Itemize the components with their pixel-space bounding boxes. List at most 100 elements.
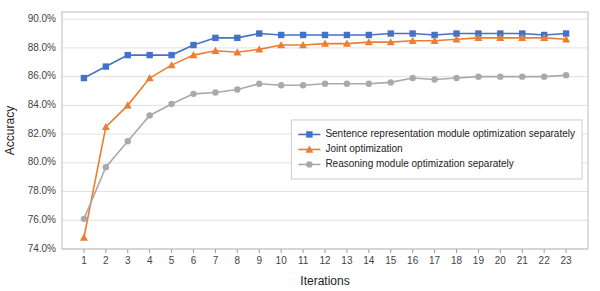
x-tick-label: 18	[451, 255, 463, 266]
point	[168, 52, 174, 58]
legend-marker	[306, 131, 312, 137]
x-tick	[368, 249, 369, 253]
y-tick-label: 84.0%	[28, 99, 56, 110]
point	[366, 81, 372, 87]
x-tick-label: 12	[319, 255, 331, 266]
x-tick-label: 15	[385, 255, 397, 266]
point	[453, 35, 461, 42]
point	[388, 79, 394, 85]
x-tick	[434, 249, 435, 253]
x-tick-label: 23	[561, 255, 573, 266]
x-tick-label: 21	[517, 255, 529, 266]
x-tick	[522, 249, 523, 253]
point	[278, 32, 284, 38]
legend-label: Joint optimization	[325, 143, 402, 154]
legend: Sentence representation module optimizat…	[291, 120, 582, 179]
point	[234, 35, 240, 41]
x-tick-label: 6	[191, 255, 197, 266]
point	[103, 63, 109, 69]
x-tick	[215, 249, 216, 253]
point	[562, 35, 570, 42]
point	[496, 34, 504, 41]
y-tick-label: 88.0%	[28, 42, 56, 53]
point	[80, 234, 88, 241]
x-tick	[478, 249, 479, 253]
x-tick-label: 14	[363, 255, 375, 266]
point	[409, 75, 415, 81]
point	[256, 30, 262, 36]
point	[81, 216, 87, 222]
x-tick	[390, 249, 391, 253]
point	[322, 81, 328, 87]
x-tick-label: 3	[125, 255, 131, 266]
point	[256, 81, 262, 87]
x-tick	[500, 249, 501, 253]
y-tick-label: 86.0%	[28, 70, 56, 81]
x-tick	[127, 249, 128, 253]
x-tick-label: 5	[169, 255, 175, 266]
legend-label: Sentence representation module optimizat…	[325, 128, 575, 139]
x-tick-label: 4	[147, 255, 153, 266]
point	[322, 32, 328, 38]
legend-marker	[305, 145, 313, 152]
y-tick-label: 76.0%	[28, 214, 56, 225]
point	[255, 45, 263, 52]
y-tick-label: 90.0%	[28, 13, 56, 24]
x-tick-label: 19	[473, 255, 485, 266]
point	[212, 35, 218, 41]
grid	[62, 19, 588, 249]
point	[124, 101, 132, 108]
point	[190, 42, 196, 48]
legend-label: Reasoning module optimization separately	[325, 158, 513, 169]
point	[299, 41, 307, 48]
x-tick-label: 20	[495, 255, 507, 266]
x-tick	[456, 249, 457, 253]
point	[344, 32, 350, 38]
point	[277, 41, 285, 48]
point	[321, 40, 329, 47]
y-tick-label: 74.0%	[28, 243, 56, 254]
point	[540, 34, 548, 41]
point	[300, 82, 306, 88]
series-line	[84, 34, 566, 79]
legend-marker	[306, 161, 312, 167]
point	[125, 138, 131, 144]
point	[409, 30, 415, 36]
x-tick	[237, 249, 238, 253]
point	[497, 73, 503, 79]
x-tick	[544, 249, 545, 253]
x-tick	[303, 249, 304, 253]
grid-line	[62, 191, 588, 192]
grid-line	[62, 47, 588, 48]
plot-frame	[62, 12, 588, 249]
x-tick-label: 16	[407, 255, 419, 266]
point	[102, 123, 110, 130]
point	[365, 38, 373, 45]
x-tick	[171, 249, 172, 253]
x-tick	[105, 249, 106, 253]
point	[431, 76, 437, 82]
x-tick-label: 2	[103, 255, 109, 266]
point	[474, 34, 482, 41]
point	[475, 73, 481, 79]
x-tick-label: 8	[235, 255, 241, 266]
point	[366, 32, 372, 38]
point	[300, 32, 306, 38]
y-tick-label: 78.0%	[28, 185, 56, 196]
x-tick	[325, 249, 326, 253]
x-tick	[566, 249, 567, 253]
point	[211, 47, 219, 54]
point	[518, 34, 526, 41]
x-tick-label: 7	[213, 255, 219, 266]
legend-box	[291, 120, 582, 179]
point	[212, 89, 218, 95]
x-tick-label: 11	[298, 255, 309, 266]
x-tick	[193, 249, 194, 253]
point	[233, 48, 241, 55]
x-tick-label: 9	[256, 255, 262, 266]
y-tick-label: 80.0%	[28, 156, 56, 167]
point	[278, 82, 284, 88]
y-tick-label: 82.0%	[28, 128, 56, 139]
grid-line	[62, 220, 588, 221]
point	[190, 51, 198, 58]
